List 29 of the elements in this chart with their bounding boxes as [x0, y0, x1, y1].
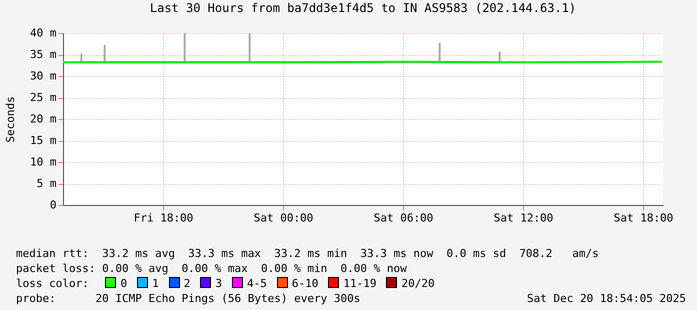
- y-tick-label: 30 m: [30, 70, 57, 82]
- y-axis-title: Seconds: [4, 96, 18, 143]
- y-tick-label: 25 m: [30, 91, 57, 104]
- x-tick-label: Sat 18:00: [614, 212, 674, 224]
- x-tick-label: Sat 06:00: [374, 212, 434, 224]
- y-tick-label: 5 m: [36, 177, 57, 190]
- text: 1: [152, 277, 159, 290]
- text: 11-19: [343, 277, 376, 290]
- x-tick-label: Sat 12:00: [494, 212, 554, 224]
- text: median rtt: 33.2 ms avg 33.3 ms max 33.2 ms min 33.3 ms now 0.0 ms sd 708.2 am/s: [16, 247, 599, 260]
- y-tick-label: 10 m: [30, 156, 57, 168]
- text: 4-5: [246, 277, 267, 290]
- y-tick-label: 35 m: [30, 48, 57, 61]
- text: probe: 20 ICMP Echo Pings (56 Bytes) every 300s: [16, 292, 360, 305]
- chart-title: Last 30 Hours from ba7dd3e1f4d5 to IN AS9583 (202.144.63.1): [150, 1, 576, 15]
- text: 3: [215, 277, 222, 290]
- y-tick-label: 40 m: [30, 26, 57, 40]
- text: 20/20: [401, 277, 435, 290]
- y-tick-label: 20 m: [30, 112, 57, 126]
- text: packet loss: 0.00 % avg 0.00 % max 0.00 % min 0.00 % now: [16, 262, 407, 275]
- y-tick-label: 15 m: [30, 134, 57, 147]
- text: 2: [184, 277, 190, 290]
- y-tick-label: 0: [50, 198, 56, 212]
- text: loss color:: [16, 277, 90, 290]
- text: 0: [120, 277, 128, 290]
- text: Sat Dec 20 18:54:05 2025: [527, 291, 686, 306]
- x-tick-label: Fri 18:00: [134, 212, 194, 224]
- text: 6-10: [292, 277, 318, 290]
- x-tick-label: Sat 00:00: [254, 212, 314, 224]
